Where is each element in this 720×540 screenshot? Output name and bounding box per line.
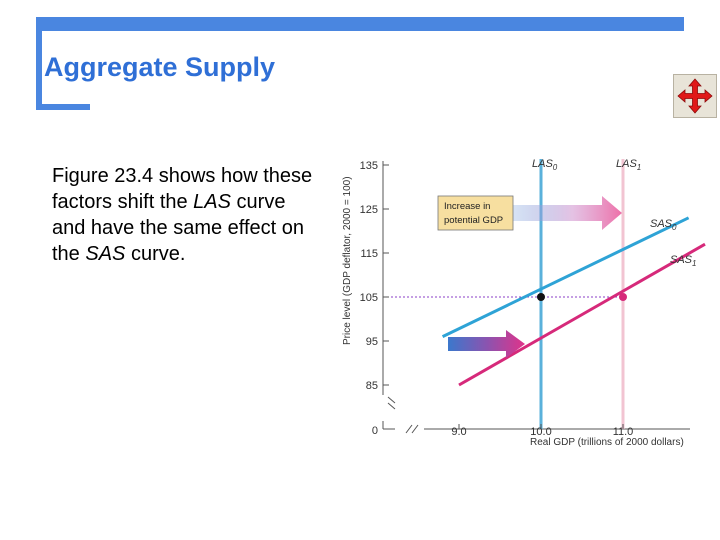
equilibrium-point-2: [619, 293, 627, 301]
las1-label: LAS1: [616, 158, 641, 172]
x-tick-label: 10.0: [530, 426, 551, 438]
decor-bar-bottom: [36, 104, 90, 110]
slide-title: Aggregate Supply: [44, 52, 276, 82]
slide-body: Figure 23.4 shows how these factors shif…: [52, 163, 314, 267]
annotation-line-2: potential GDP: [444, 215, 503, 226]
decor-bar-left: [36, 17, 42, 109]
sas0-curve: [441, 216, 690, 338]
move-arrows-icon[interactable]: [673, 74, 717, 118]
y-tick-label: 125: [360, 204, 378, 216]
las-term: LAS: [193, 191, 231, 213]
x-axis-break-marks: [405, 424, 419, 434]
x-axis-title: Real GDP (trillions of 2000 dollars): [530, 437, 684, 448]
x-ticks: 9.0 10.0 11.0: [451, 424, 633, 438]
body-text-3: curve.: [125, 243, 186, 265]
aggregate-supply-chart: Increase in potential GDP LAS0 LAS1 SAS0…: [342, 158, 706, 448]
y-tick-label: 135: [360, 160, 378, 172]
y-tick-label: 115: [360, 248, 378, 260]
y-axis-break-marks: [387, 396, 396, 410]
body-text-2: curve and have the same effect on the: [52, 191, 305, 265]
body-text-1: Figure 23.4 shows how these factors shif…: [52, 165, 313, 213]
origin-label: 0: [372, 425, 378, 437]
y-axis-title: Price level (GDP deflator, 2000 = 100): [342, 176, 353, 345]
las0-label: LAS0: [532, 158, 558, 172]
x-tick-label: 11.0: [613, 426, 634, 438]
y-ticks: 85 95 105 115 125 135: [360, 160, 389, 392]
decor-bar-top: [36, 17, 684, 31]
sas1-curve: [458, 242, 706, 387]
sas0-label: SAS0: [650, 218, 677, 232]
y-tick-label: 85: [366, 380, 378, 392]
annotation-line-1: Increase in: [444, 201, 490, 212]
shift-arrow-upper: [498, 196, 622, 230]
x-tick-label: 9.0: [451, 426, 466, 438]
y-tick-label: 105: [360, 292, 378, 304]
equilibrium-point-1: [537, 293, 545, 301]
y-tick-label: 95: [366, 336, 378, 348]
shift-arrow-lower: [448, 330, 525, 358]
annotation-box: [437, 195, 514, 231]
sas1-label: SAS1: [670, 254, 696, 268]
sas-term: SAS: [85, 243, 126, 265]
